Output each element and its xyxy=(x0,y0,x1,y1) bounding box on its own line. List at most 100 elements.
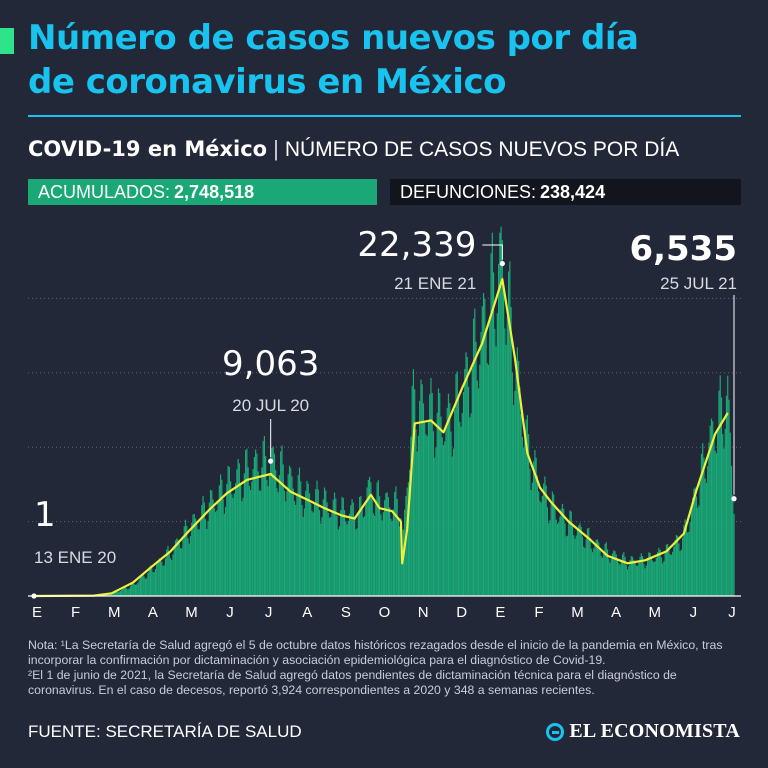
bar xyxy=(732,495,734,596)
bar xyxy=(449,403,451,596)
bar xyxy=(293,501,296,596)
bar xyxy=(256,453,258,596)
bar xyxy=(159,558,162,596)
bar xyxy=(228,466,230,596)
bar xyxy=(322,499,324,596)
bar xyxy=(524,438,526,596)
bar xyxy=(687,532,689,596)
bar xyxy=(643,563,645,596)
bar xyxy=(194,518,197,596)
bar xyxy=(601,557,604,596)
bar xyxy=(316,480,318,596)
bar xyxy=(465,352,467,596)
bar xyxy=(385,493,387,596)
bar xyxy=(655,557,657,596)
bar xyxy=(242,497,244,596)
bar xyxy=(513,404,515,596)
bar xyxy=(303,508,306,596)
bar xyxy=(616,558,619,596)
bar xyxy=(520,413,522,596)
x-tick-label: O xyxy=(379,604,391,621)
bar xyxy=(300,481,302,596)
bar xyxy=(500,226,502,596)
bar xyxy=(320,523,322,596)
bar xyxy=(270,457,272,596)
bar xyxy=(489,316,491,596)
bar xyxy=(204,519,207,596)
bar xyxy=(178,543,180,596)
bar xyxy=(639,556,641,596)
bar xyxy=(593,548,595,596)
bar xyxy=(445,428,447,596)
bar xyxy=(365,503,367,596)
bar xyxy=(436,412,438,596)
bar xyxy=(630,556,632,596)
bar xyxy=(328,517,331,596)
bar xyxy=(549,520,551,596)
bar xyxy=(646,557,649,596)
bar xyxy=(665,544,667,596)
bar xyxy=(710,418,713,596)
bar xyxy=(230,481,232,596)
bar xyxy=(702,443,704,596)
bar xyxy=(290,467,292,596)
bar xyxy=(540,502,542,596)
x-tick-label: A xyxy=(611,604,621,621)
bar xyxy=(182,539,184,596)
bar xyxy=(122,588,124,596)
bar xyxy=(684,519,686,596)
bar xyxy=(124,587,127,596)
bar xyxy=(253,457,255,596)
bar xyxy=(728,399,730,596)
bar xyxy=(677,535,679,596)
bar xyxy=(411,385,413,596)
bar xyxy=(247,467,249,596)
bar xyxy=(703,457,705,596)
bar xyxy=(664,552,666,596)
bar xyxy=(147,573,149,596)
bar xyxy=(675,534,677,596)
bar xyxy=(246,448,248,596)
bar xyxy=(209,489,212,596)
bar xyxy=(351,499,353,596)
source-credit: FUENTE: SECRETARÍA DE SALUD xyxy=(28,722,302,741)
bar xyxy=(581,536,584,596)
bar xyxy=(548,523,550,596)
bar xyxy=(409,469,411,596)
bar xyxy=(514,390,516,596)
bar xyxy=(126,588,128,596)
annotation-date: 13 ENE 20 xyxy=(34,548,116,567)
bar xyxy=(454,409,456,596)
bar xyxy=(295,504,297,596)
bar xyxy=(288,465,291,596)
bar xyxy=(474,308,476,596)
bar xyxy=(139,577,142,596)
bar xyxy=(688,531,690,596)
bar xyxy=(377,480,379,596)
bar xyxy=(658,547,660,596)
bar xyxy=(367,479,369,596)
bar xyxy=(392,509,394,596)
bar xyxy=(199,520,202,596)
bar xyxy=(363,516,366,596)
bar xyxy=(705,482,708,596)
bar xyxy=(148,567,150,596)
bar xyxy=(515,359,517,596)
bar xyxy=(482,293,485,596)
bar xyxy=(313,504,316,596)
bar xyxy=(534,450,536,596)
bar xyxy=(396,498,398,596)
bar xyxy=(382,512,384,596)
bar xyxy=(692,497,694,596)
bar xyxy=(564,523,566,596)
bar xyxy=(109,594,111,596)
bar xyxy=(227,466,229,596)
bar xyxy=(598,542,600,596)
bar xyxy=(424,421,426,596)
bar xyxy=(596,539,599,596)
bar xyxy=(226,483,228,596)
bar xyxy=(368,476,371,596)
accent-tab xyxy=(0,28,14,54)
bar xyxy=(412,369,415,596)
bar xyxy=(560,508,562,596)
